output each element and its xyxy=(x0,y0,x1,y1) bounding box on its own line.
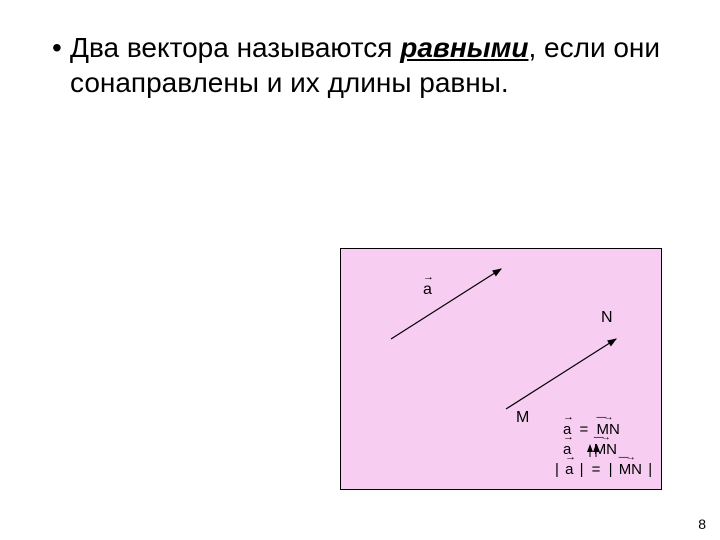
bullet-dot: • xyxy=(52,30,62,65)
label-n: N xyxy=(601,309,613,327)
vector-a-line xyxy=(391,269,501,339)
vector-mn-line xyxy=(506,339,616,409)
def-emph: равными xyxy=(400,32,528,63)
definition-text: • Два вектора называются равными, если о… xyxy=(70,30,670,100)
label-m: M xyxy=(516,409,529,427)
diagram-box: a N M a = MN a MN | a | = | MN | xyxy=(340,248,662,490)
label-a: a xyxy=(423,281,432,299)
page-number: 8 xyxy=(698,516,706,532)
def-pre: Два вектора называются xyxy=(70,32,400,63)
equation-3: | a | = | MN | xyxy=(553,461,654,478)
